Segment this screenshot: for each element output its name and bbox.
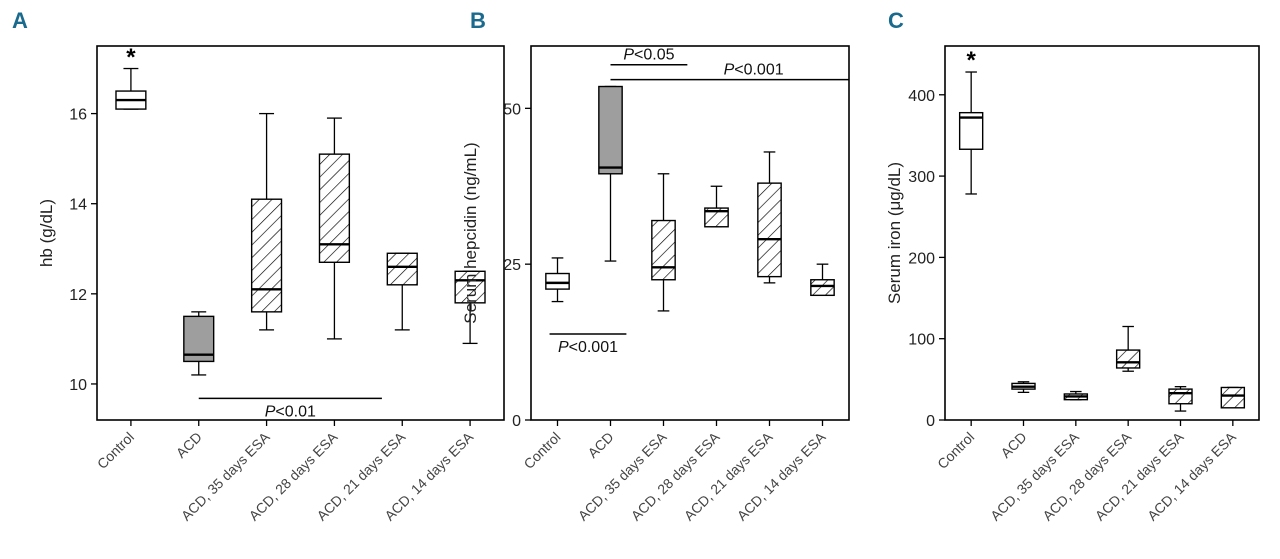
- p-value-label: P<0.01: [265, 403, 316, 420]
- x-category-label: Control: [94, 429, 137, 472]
- y-axis-label: Serum hepcidin (ng/mL): [461, 142, 480, 323]
- x-category-label: ACD: [584, 429, 616, 461]
- y-tick-label: 12: [69, 287, 87, 304]
- x-category-label: Control: [520, 429, 563, 472]
- x-category-label: ACD, 28 days ESA: [628, 428, 723, 523]
- y-tick-label: 0: [512, 413, 521, 430]
- x-category-label: Control: [934, 429, 977, 472]
- x-category-label: ACD: [997, 429, 1029, 461]
- box-acd-14-days-esa: [454, 270, 486, 345]
- y-tick-label: 0: [926, 413, 935, 430]
- box-control: [958, 71, 984, 195]
- box-acd-14-days-esa: [1220, 386, 1246, 409]
- box-acd-35-days-esa: [651, 173, 676, 312]
- box-acd: [598, 85, 623, 262]
- y-tick-label: 100: [908, 332, 935, 349]
- box-iqr: [810, 279, 835, 297]
- box-acd: [183, 311, 215, 376]
- box-acd-21-days-esa: [386, 252, 418, 331]
- box-acd-35-days-esa: [250, 112, 283, 331]
- p-value-label: P<0.001: [558, 339, 618, 356]
- box-control: [545, 257, 570, 303]
- box-acd-28-days-esa: [704, 185, 729, 228]
- box-iqr: [545, 272, 570, 290]
- y-tick-label: 50: [503, 101, 521, 118]
- box-iqr: [1220, 386, 1246, 409]
- y-tick-label: 400: [908, 88, 935, 105]
- x-category-label: ACD, 21 days ESA: [1092, 428, 1187, 523]
- box-acd-14-days-esa: [810, 263, 835, 297]
- x-category-label: ACD, 14 days ESA: [1144, 428, 1239, 523]
- y-tick-label: 14: [69, 197, 87, 214]
- p-value-label: P<0.05: [623, 47, 674, 64]
- box-iqr: [704, 207, 729, 228]
- significance-star: *: [126, 44, 136, 71]
- x-category-label: ACD: [173, 429, 205, 461]
- x-category-label: ACD, 14 days ESA: [734, 428, 829, 523]
- p-value-label: P<0.001: [724, 62, 784, 79]
- box-acd: [1011, 381, 1036, 394]
- panel-label: B: [470, 8, 486, 33]
- box-iqr: [598, 85, 623, 175]
- box-iqr: [318, 153, 351, 263]
- panel-label: C: [888, 8, 904, 33]
- x-category-label: ACD, 28 days ESA: [1039, 428, 1134, 523]
- y-tick-label: 10: [69, 377, 87, 394]
- box-iqr: [1115, 349, 1141, 369]
- box-acd-21-days-esa: [757, 151, 782, 284]
- x-category-label: ACD, 21 days ESA: [681, 428, 776, 523]
- plot-frame: [530, 45, 850, 421]
- x-category-label: ACD, 35 days ESA: [575, 428, 670, 523]
- box-iqr: [651, 219, 676, 281]
- box-iqr: [757, 182, 782, 278]
- box-control: [115, 67, 147, 110]
- box-acd-21-days-esa: [1168, 386, 1193, 412]
- y-tick-label: 200: [908, 250, 935, 267]
- box-acd-28-days-esa: [318, 117, 351, 340]
- panel-label: A: [12, 8, 28, 33]
- box-iqr: [250, 198, 283, 313]
- box-iqr: [958, 111, 984, 150]
- box-iqr: [454, 270, 486, 304]
- box-acd-28-days-esa: [1115, 325, 1141, 372]
- x-category-label: ACD, 35 days ESA: [987, 428, 1082, 523]
- box-acd-35-days-esa: [1063, 390, 1089, 401]
- plot-frame: [96, 45, 505, 421]
- significance-star: *: [966, 47, 976, 74]
- y-tick-label: 25: [503, 257, 521, 274]
- y-axis-label: hb (g/dL): [37, 199, 56, 267]
- plot-frame: [944, 45, 1260, 421]
- y-tick-label: 300: [908, 169, 935, 186]
- y-axis-label: Serum iron (μg/dL): [885, 162, 904, 304]
- y-tick-label: 16: [69, 107, 87, 124]
- box-iqr: [386, 252, 418, 286]
- box-iqr: [1168, 388, 1193, 405]
